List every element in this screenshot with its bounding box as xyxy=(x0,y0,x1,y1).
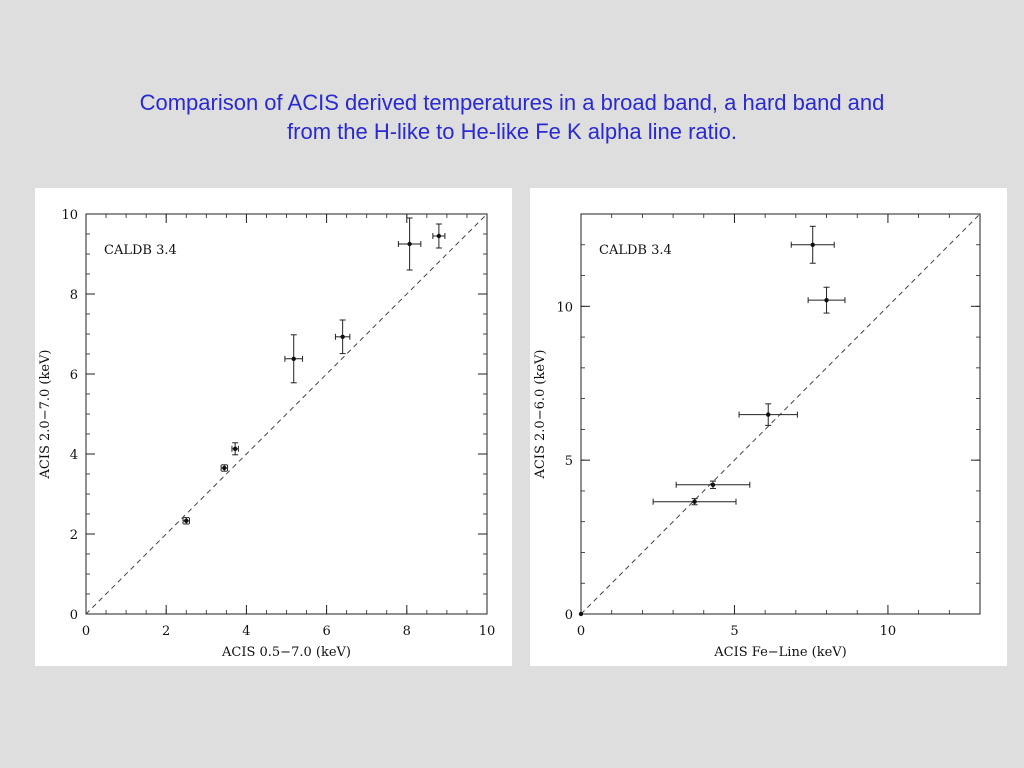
x-tick-label: 4 xyxy=(242,624,250,639)
x-tick-label: 6 xyxy=(322,624,330,639)
data-point xyxy=(432,223,446,249)
slide-title-line-1: Comparison of ACIS derived temperatures … xyxy=(139,90,885,115)
y-tick-label: 6 xyxy=(70,368,78,383)
data-point xyxy=(652,498,737,506)
data-point xyxy=(334,319,351,355)
chart-annotation: CALDB 3.4 xyxy=(104,243,177,258)
data-marker xyxy=(291,356,296,361)
y-tick-label: 10 xyxy=(556,300,573,315)
x-tick-label: 8 xyxy=(403,624,411,639)
data-point xyxy=(220,464,229,472)
slide-title-line-2: from the H-like to He-like Fe K alpha li… xyxy=(287,119,737,144)
data-point xyxy=(397,217,422,271)
data-point xyxy=(182,517,190,525)
y-axis-label: ACIS 2.0−7.0 (keV) xyxy=(38,350,53,480)
x-tick-label: 5 xyxy=(730,624,738,639)
data-point xyxy=(807,286,846,314)
x-axis-label: ACIS Fe−Line (keV) xyxy=(713,645,847,660)
data-marker xyxy=(407,241,412,247)
y-tick-label: 8 xyxy=(70,288,78,303)
y-tick-label: 0 xyxy=(565,608,573,623)
x-tick-label: 2 xyxy=(162,624,170,639)
data-marker xyxy=(710,482,716,487)
y-tick-label: 0 xyxy=(70,608,78,623)
chart-annotation: CALDB 3.4 xyxy=(599,243,672,258)
y-axis-label: ACIS 2.0−6.0 (keV) xyxy=(533,350,548,480)
data-marker xyxy=(340,334,345,339)
chart-panel-right: 0 5 10 0 5 10 CALDB 3.4 ACIS Fe−Line (keV) ACIS … xyxy=(530,188,1007,666)
y-tick-label: 10 xyxy=(61,208,78,223)
data-marker xyxy=(824,297,829,303)
reference-line-y-equals-x xyxy=(85,213,488,615)
y-tick-label: 4 xyxy=(70,448,78,463)
data-marker xyxy=(692,499,697,504)
slide-title: Comparison of ACIS derived temperatures … xyxy=(0,88,1024,146)
chart-panel-left: 0 2 4 6 8 10 0 2 4 6 8 10 CALDB 3.4 ACIS 0.5−7.0 (keV… xyxy=(35,188,512,666)
data-marker xyxy=(766,412,771,417)
data-marker xyxy=(436,233,442,239)
data-point xyxy=(738,403,798,426)
data-point xyxy=(675,480,751,489)
chart-right: 0 5 10 0 5 10 CALDB 3.4 ACIS Fe−Line (keV) ACIS … xyxy=(533,213,981,660)
reference-line-y-equals-x xyxy=(580,213,981,615)
data-point xyxy=(578,611,584,617)
x-tick-label: 0 xyxy=(577,624,585,639)
x-tick-label: 10 xyxy=(479,624,496,639)
data-marker xyxy=(578,611,584,617)
x-tick-label: 0 xyxy=(82,624,90,639)
data-point xyxy=(284,334,304,384)
data-marker xyxy=(184,518,189,523)
data-point xyxy=(231,442,239,456)
data-marker xyxy=(810,242,815,247)
plot-frame xyxy=(580,213,981,615)
data-point xyxy=(790,225,835,264)
chart-left: 0 2 4 6 8 10 0 2 4 6 8 10 CALDB 3.4 ACIS 0.5−7.0 (keV… xyxy=(38,208,496,660)
y-tick-label: 2 xyxy=(70,528,78,543)
data-marker xyxy=(232,446,238,451)
data-marker xyxy=(222,465,227,471)
y-tick-label: 5 xyxy=(565,454,573,469)
x-axis-label: ACIS 0.5−7.0 (keV) xyxy=(221,645,351,660)
x-tick-label: 10 xyxy=(880,624,897,639)
